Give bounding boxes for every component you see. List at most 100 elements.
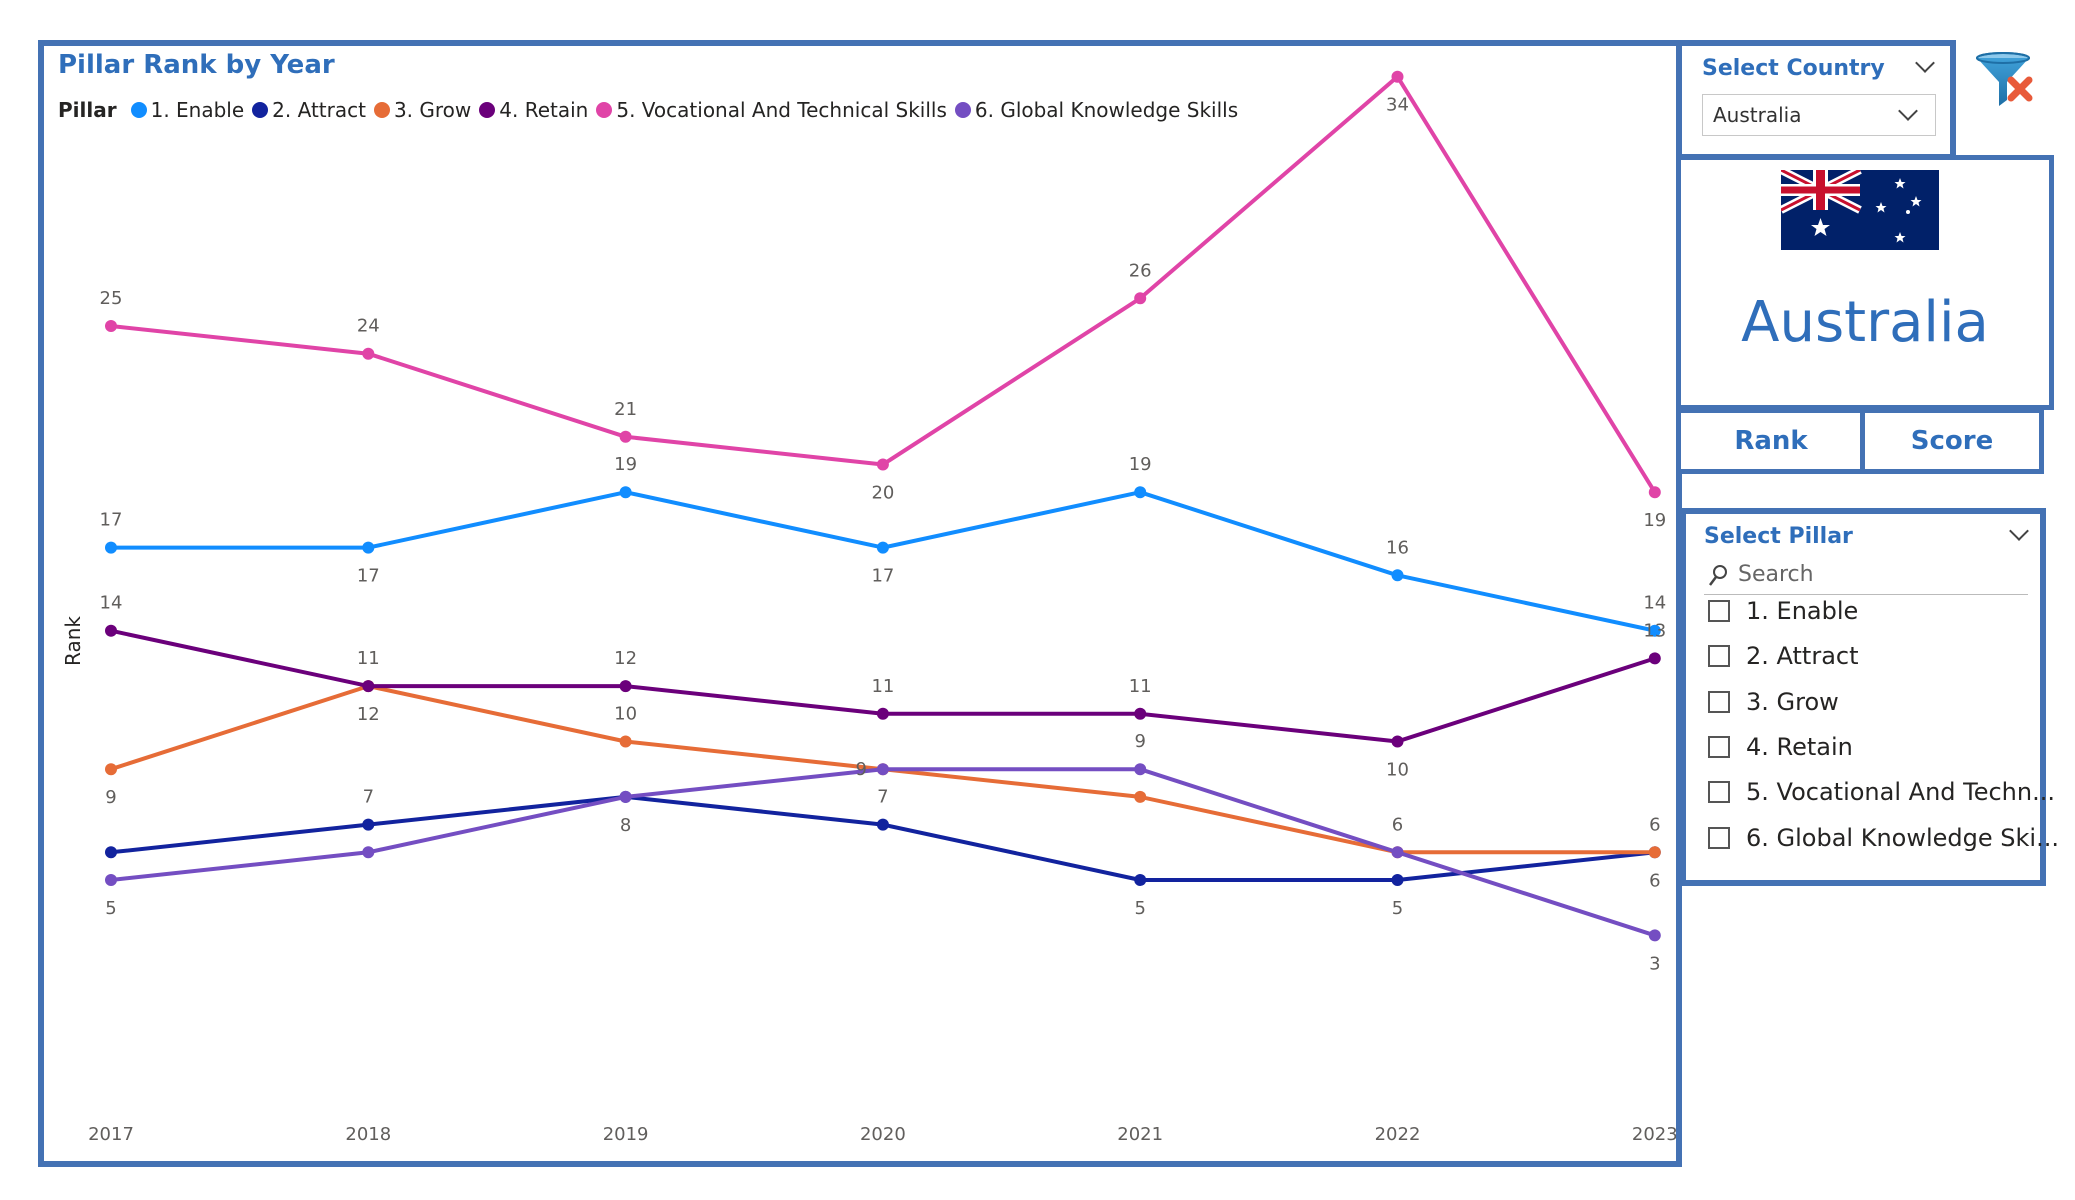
data-label: 6 [1649,814,1660,835]
data-label: 6 [1392,814,1403,835]
y-axis-label: Rank [61,616,85,666]
data-label: 9 [855,759,866,780]
pillar-option-retain[interactable]: 4. Retain [1708,732,1853,762]
data-point [362,680,375,693]
data-point [876,458,889,471]
country-slicer-title: Select Country [1702,56,1885,81]
data-point [1648,929,1661,942]
data-label: 14 [100,593,123,614]
chevron-down-icon[interactable] [2009,521,2029,541]
data-label: 17 [357,566,380,587]
data-point [876,818,889,831]
data-label: 6 [1649,870,1660,891]
pillar-option-global[interactable]: 6. Global Knowledge Ski... [1708,823,2059,853]
legend-label: 5. Vocational And Technical Skills [616,98,947,122]
data-point [619,735,632,748]
legend-item-retain[interactable]: 4. Retain [479,98,588,122]
data-label: 10 [1386,760,1409,781]
legend-item-attract[interactable]: 2. Attract [252,98,366,122]
country-dropdown[interactable]: Australia [1702,94,1936,136]
pillar-option-label: 5. Vocational And Techn... [1746,778,2055,806]
pillar-option-label: 3. Grow [1746,688,1839,716]
data-label: 5 [105,898,116,919]
data-point [1391,70,1404,83]
pillar-option-attract[interactable]: 2. Attract [1708,641,1859,671]
data-point [1134,790,1147,803]
data-point [1134,707,1147,720]
data-label: 34 [1386,95,1409,116]
checkbox[interactable] [1708,691,1730,713]
data-point [1134,292,1147,305]
legend-item-global[interactable]: 6. Global Knowledge Skills [954,98,1238,122]
legend-dot [479,102,496,118]
legend-item-grow[interactable]: 3. Grow [373,98,472,122]
x-tick-label: 2021 [1117,1124,1163,1145]
data-point [1134,763,1147,776]
data-point [1134,486,1147,499]
pillar-option-label: 4. Retain [1746,733,1853,761]
data-label: 17 [100,510,123,531]
data-label: 9 [105,787,116,808]
pillar-option-grow[interactable]: 3. Grow [1708,687,1839,717]
checkbox[interactable] [1708,736,1730,758]
data-point [105,541,117,554]
checkbox[interactable] [1708,600,1730,622]
data-point [1648,486,1661,499]
legend-item-vocational[interactable]: 5. Vocational And Technical Skills [596,98,947,122]
data-point [876,763,889,776]
data-label: 19 [614,454,637,475]
x-tick-label: 2017 [88,1124,134,1145]
legend-label: 4. Retain [499,98,589,122]
data-label: 21 [614,399,637,420]
data-point [105,320,117,332]
score-button[interactable]: Score [1860,408,2044,474]
pillar-option-label: 2. Attract [1746,642,1859,670]
data-label: 10 [614,704,637,725]
australia-flag-icon [1781,170,1939,250]
pillar-option-vocational[interactable]: 5. Vocational And Techn... [1708,777,2055,807]
data-label: 19 [1129,454,1152,475]
series-line-1 [111,490,1656,633]
data-point [1648,846,1661,859]
rank-button[interactable]: Rank [1676,408,1866,474]
data-point [1391,735,1404,748]
data-point [362,818,375,831]
data-label: 5 [1134,898,1145,919]
x-tick-label: 2023 [1632,1124,1676,1145]
search-placeholder: Search [1738,562,1814,587]
data-label: 26 [1129,260,1152,281]
data-label: 11 [871,676,894,697]
chart-title: Pillar Rank by Year [58,50,335,80]
chevron-down-icon[interactable] [1915,53,1935,73]
data-point [619,790,632,803]
legend-title: Pillar [58,98,117,122]
checkbox[interactable] [1708,781,1730,803]
legend-label: 1. Enable [150,98,245,122]
data-point [619,680,632,693]
data-label: 7 [363,787,374,808]
pillar-slicer-title: Select Pillar [1704,524,1853,549]
data-point [105,874,117,886]
legend-item-enable[interactable]: 1. Enable [130,98,245,122]
pillar-search-input[interactable]: Search [1704,560,2028,595]
data-point [1134,874,1147,886]
data-label: 9 [1134,731,1145,752]
chart-legend: Pillar 1. Enable 2. Attract 3. Grow 4. R… [58,98,1246,122]
pillar-option-enable[interactable]: 1. Enable [1708,596,1858,626]
data-label: 12 [357,704,380,725]
data-label: 7 [877,787,888,808]
data-point [619,430,632,443]
checkbox[interactable] [1708,645,1730,667]
legend-label: 2. Attract [272,98,366,122]
clear-filter-icon[interactable] [1975,52,2035,110]
data-point [105,846,117,859]
legend-dot [596,102,613,118]
checkbox[interactable] [1708,827,1730,849]
legend-label: 3. Grow [393,98,472,122]
data-point [362,541,375,554]
legend-dot [130,102,147,118]
x-tick-label: 2022 [1375,1124,1421,1145]
data-point [1391,569,1404,582]
data-label: 8 [620,815,631,836]
